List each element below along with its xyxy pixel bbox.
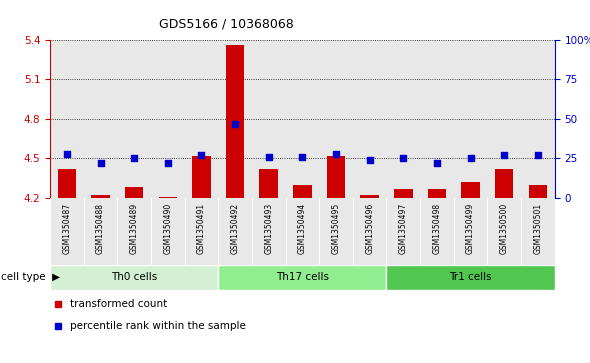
Text: GDS5166 / 10368068: GDS5166 / 10368068 [159,18,294,31]
Bar [218,265,386,290]
Text: GSM1350501: GSM1350501 [533,203,542,254]
Bar [226,45,244,198]
Point [163,160,173,166]
Point [130,155,139,161]
Point [197,152,206,158]
Point [297,154,307,160]
Text: GSM1350492: GSM1350492 [231,203,240,254]
Point [500,152,509,158]
Text: GSM1350497: GSM1350497 [399,203,408,254]
Point [264,154,274,160]
Text: GSM1350487: GSM1350487 [63,203,71,254]
Text: GSM1350494: GSM1350494 [298,203,307,254]
Point [466,155,476,161]
Text: GSM1350500: GSM1350500 [500,203,509,254]
Bar [125,187,143,198]
Bar [159,196,177,198]
Text: GSM1350499: GSM1350499 [466,203,475,254]
Point [533,152,543,158]
Point [432,160,441,166]
Point [96,160,105,166]
Point [332,151,341,156]
Bar [428,189,446,198]
Text: GSM1350495: GSM1350495 [332,203,340,254]
Point [63,151,72,156]
Text: GSM1350491: GSM1350491 [197,203,206,254]
Text: GSM1350488: GSM1350488 [96,203,105,254]
Bar [529,185,547,198]
Bar [50,265,218,290]
Bar [327,156,345,198]
Point [230,121,240,127]
Bar [293,185,312,198]
Text: GSM1350498: GSM1350498 [432,203,441,254]
Text: GSM1350493: GSM1350493 [264,203,273,254]
Bar [461,182,480,198]
Text: transformed count: transformed count [70,299,168,309]
Text: cell type  ▶: cell type ▶ [1,272,60,282]
Text: Th17 cells: Th17 cells [276,272,329,282]
Bar [58,169,76,198]
Point [399,155,408,161]
Text: GSM1350490: GSM1350490 [163,203,172,254]
Text: percentile rank within the sample: percentile rank within the sample [70,321,246,331]
Bar [91,195,110,198]
Point [365,157,374,163]
Bar [360,195,379,198]
Text: GSM1350496: GSM1350496 [365,203,374,254]
Bar [386,265,555,290]
Bar [495,169,513,198]
Text: Tr1 cells: Tr1 cells [449,272,492,282]
Bar [394,189,412,198]
Text: GSM1350489: GSM1350489 [130,203,139,254]
Bar [192,156,211,198]
Text: Th0 cells: Th0 cells [111,272,158,282]
Bar [260,169,278,198]
